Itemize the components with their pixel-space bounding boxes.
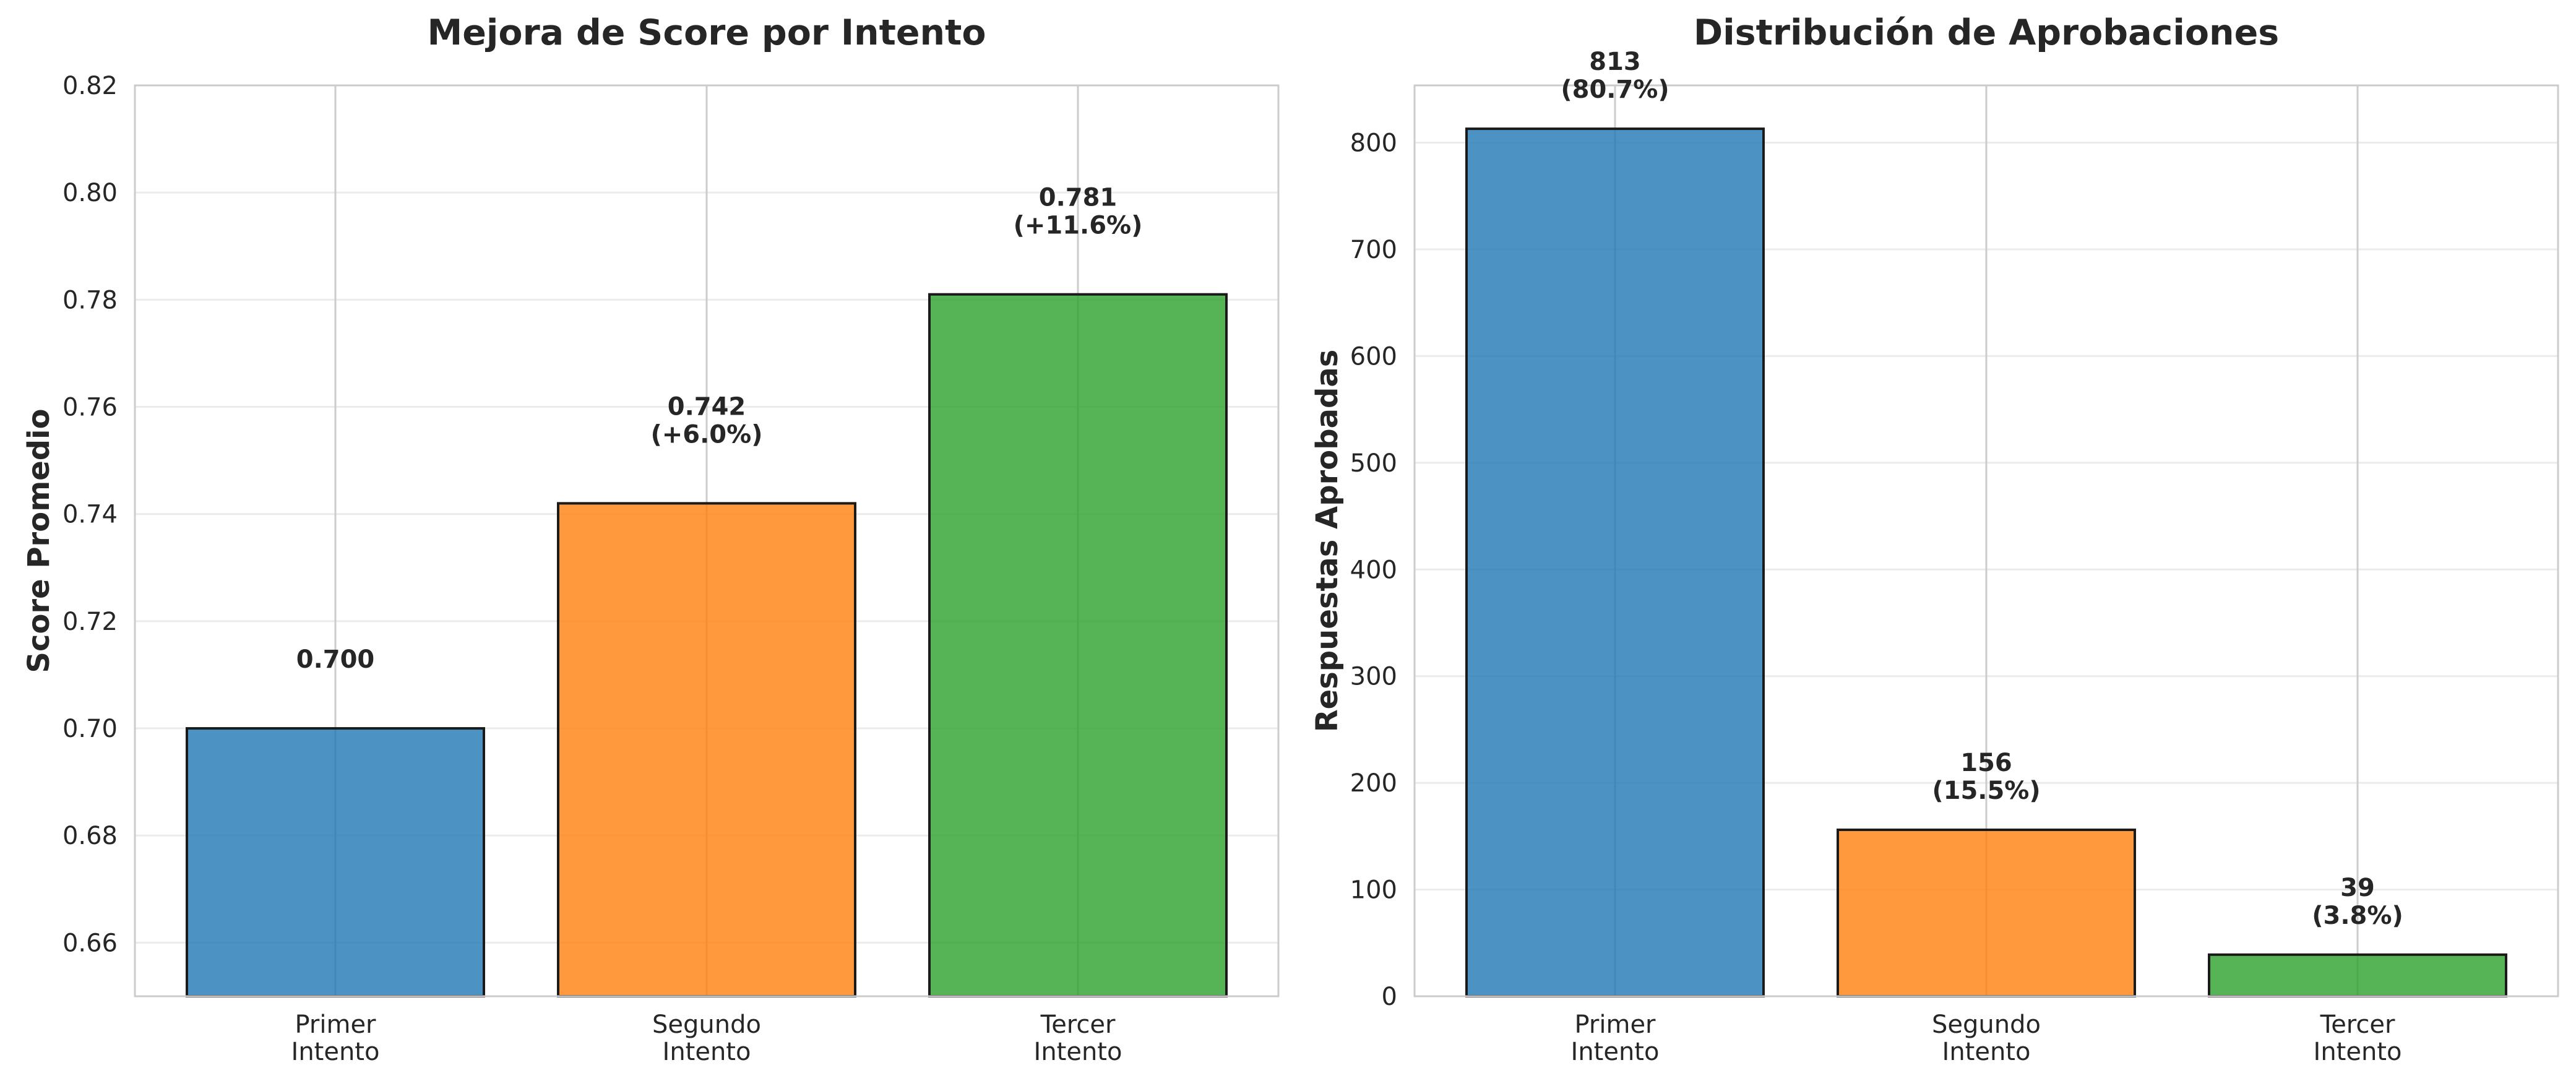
bar-3 — [2208, 953, 2507, 998]
x-tick-label: Intento — [663, 1038, 751, 1066]
data-label: (3.8%) — [2312, 902, 2403, 930]
chart-panel-1: 0.66 0.68 0.70 0.72 0.74 0.76 0.78 0.80 0.82 Prim… — [22, 12, 1280, 1066]
y-tick-label: 0.74 — [62, 501, 118, 529]
y-axis-label: Respuestas Aprobadas — [1310, 350, 1345, 733]
x-tick-label: Tercer — [2320, 1011, 2395, 1039]
x-tick-label: Segundo — [1932, 1011, 2041, 1039]
bar-2 — [1837, 828, 2136, 998]
y-tick-label: 0.78 — [62, 286, 118, 314]
x-tick-label: Primer — [295, 1011, 377, 1039]
x-tick-label: Intento — [1571, 1038, 1660, 1066]
data-label: (15.5%) — [1932, 777, 2040, 805]
plot-frame — [1413, 84, 2559, 998]
data-label: 813 — [1589, 48, 1641, 76]
y-tick-label: 0.72 — [62, 608, 118, 636]
y-axis-label: Score Promedio — [22, 408, 56, 673]
y-tick-label: 600 — [1350, 342, 1397, 371]
bar-2 — [557, 502, 856, 998]
x-tick-label: Tercer — [1040, 1011, 1116, 1039]
y-tick-label: 0.70 — [62, 715, 118, 743]
y-tick-label: 500 — [1350, 449, 1397, 478]
y-tick-label: 0.82 — [62, 72, 118, 100]
bar-1 — [1465, 127, 1765, 998]
data-label: 0.700 — [296, 645, 375, 674]
data-label: (80.7%) — [1561, 75, 1669, 104]
data-label: 39 — [2340, 874, 2375, 902]
plot-frame — [134, 84, 1280, 998]
data-label: 0.742 — [668, 392, 746, 421]
x-tick-label: Intento — [2314, 1038, 2402, 1066]
bar-3 — [928, 293, 1228, 998]
x-tick-label: Segundo — [652, 1011, 761, 1039]
x-tick-label: Intento — [291, 1038, 380, 1066]
chart-title: Mejora de Score por Intento — [427, 12, 986, 53]
y-tick-label: 0.80 — [62, 179, 118, 207]
y-tick-label: 300 — [1350, 663, 1397, 691]
y-tick-label: 200 — [1350, 769, 1397, 798]
chart-panel-2: 0100200300400500600700800PrimerIntentoSe… — [1310, 12, 2559, 1066]
x-tick-label: Intento — [1942, 1038, 2031, 1066]
y-tick-label: 0.66 — [62, 929, 118, 957]
data-label: (+6.0%) — [650, 420, 762, 449]
y-tick-label: 0.68 — [62, 822, 118, 850]
y-tick-label: 0.76 — [62, 394, 118, 422]
y-tick-label: 800 — [1350, 129, 1397, 158]
data-label: (+11.6%) — [1014, 212, 1143, 240]
x-tick-label: Primer — [1575, 1011, 1656, 1039]
y-tick-label: 0 — [1382, 983, 1397, 1011]
y-tick-label: 400 — [1350, 556, 1397, 584]
data-label: 0.781 — [1039, 184, 1118, 212]
y-tick-label: 700 — [1350, 236, 1397, 264]
data-label: 156 — [1960, 749, 2012, 777]
x-tick-label: Intento — [1034, 1038, 1122, 1066]
bar-1 — [186, 727, 485, 998]
chart-title: Distribución de Aprobaciones — [1694, 12, 2279, 53]
y-tick-label: 100 — [1350, 876, 1397, 905]
